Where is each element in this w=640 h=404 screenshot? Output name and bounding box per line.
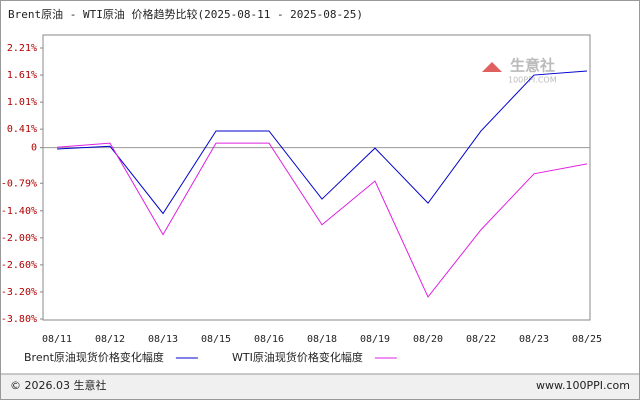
watermark: 生意社 100PPI.COM — [482, 57, 557, 85]
x-tick-label: 08/13 — [148, 334, 178, 345]
series-line — [56, 142, 588, 298]
footer-bar — [1, 374, 639, 399]
y-tick-label: 0 — [31, 143, 37, 154]
y-tick-label: 1.61% — [7, 70, 37, 81]
chart-title: Brent原油 - WTI原油 价格趋势比较(2025-08-11 - 2025… — [8, 7, 363, 21]
y-tick-label: 0.41% — [7, 124, 37, 135]
y-tick-label: -2.60% — [1, 260, 37, 271]
y-tick-label: -0.79% — [1, 178, 37, 189]
y-tick-label: -1.40% — [1, 206, 37, 217]
x-tick-label: 08/18 — [307, 334, 337, 345]
watermark-icon — [482, 62, 502, 72]
footer-right: www.100PPI.com — [536, 379, 630, 392]
footer-left: © 2026.03 生意社 — [10, 378, 106, 392]
y-tick-label: -2.00% — [1, 233, 37, 244]
legend-label: Brent原油现货价格变化幅度 — [24, 350, 164, 364]
y-tick-label: 1.01% — [7, 97, 37, 108]
x-tick-label: 08/15 — [201, 334, 231, 345]
x-tick-label: 08/16 — [254, 334, 284, 345]
watermark-name: 生意社 — [510, 57, 555, 75]
plot-border — [42, 34, 591, 321]
x-tick-label: 08/20 — [413, 334, 443, 345]
x-tick-label: 08/25 — [572, 334, 602, 345]
x-tick-label: 08/23 — [519, 334, 549, 345]
series-line — [56, 70, 588, 215]
x-tick-label: 08/11 — [42, 334, 72, 345]
x-tick-label: 08/19 — [360, 334, 390, 345]
x-tick-label: 08/12 — [95, 334, 125, 345]
watermark-site: 100PPI.COM — [508, 76, 557, 85]
y-tick-label: -3.20% — [1, 287, 37, 298]
y-tick-label: -3.80% — [1, 314, 37, 325]
x-tick-label: 08/22 — [466, 334, 496, 345]
legend-label: WTI原油现货价格变化幅度 — [232, 350, 363, 364]
y-tick-label: 2.21% — [7, 43, 37, 54]
